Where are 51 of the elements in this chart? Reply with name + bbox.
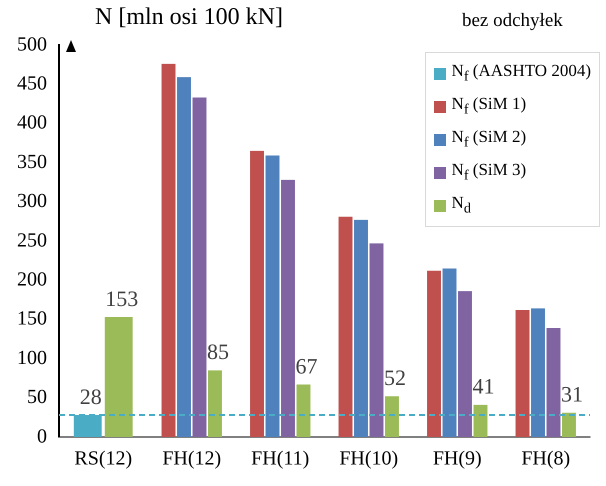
y-tick-label: 450 bbox=[17, 72, 47, 94]
y-tick-label: 150 bbox=[17, 308, 47, 330]
x-tick-label: FH(8) bbox=[521, 447, 570, 470]
bar bbox=[370, 243, 384, 437]
bar bbox=[250, 150, 264, 437]
legend-label: N$_{d}$ bbox=[452, 193, 471, 218]
y-tick-label: 500 bbox=[17, 33, 47, 56]
text: bez odchyłek bbox=[462, 10, 563, 32]
bar bbox=[531, 308, 545, 437]
x-tick-label: FH(12) bbox=[162, 447, 222, 470]
bar bbox=[385, 396, 399, 437]
x-tick-label: FH(9) bbox=[432, 447, 482, 470]
chart-title: N [mln osi 100 kN] bbox=[95, 4, 283, 31]
data-label: 41 bbox=[472, 374, 494, 399]
bar bbox=[516, 310, 530, 437]
legend-label: N$_{f}$ (SiM 3) bbox=[452, 160, 526, 185]
bar bbox=[208, 370, 222, 437]
y-tick-label: 400 bbox=[17, 112, 47, 134]
y-tick-label: 0 bbox=[37, 425, 47, 448]
y-tick-label: 350 bbox=[17, 150, 47, 173]
bar bbox=[177, 77, 191, 437]
y-tick-label: 50 bbox=[27, 386, 47, 408]
bar bbox=[354, 220, 368, 437]
bar bbox=[266, 156, 280, 437]
bar bbox=[281, 180, 295, 437]
data-label: 52 bbox=[384, 365, 406, 390]
bar bbox=[296, 384, 310, 437]
y-tick-label: 200 bbox=[17, 268, 47, 290]
y-tick-label: 100 bbox=[17, 346, 47, 369]
data-label: 31 bbox=[560, 381, 583, 406]
y-tick-label: 250 bbox=[17, 229, 47, 252]
bar bbox=[192, 98, 206, 437]
data-label: 153 bbox=[105, 286, 138, 311]
bar bbox=[458, 291, 472, 437]
data-label: 28 bbox=[80, 384, 102, 409]
bar bbox=[427, 270, 441, 437]
legend-label: N$_{f}$ (SiM 2) bbox=[452, 127, 526, 152]
data-label: 67 bbox=[295, 353, 318, 378]
y-tick-label: 300 bbox=[17, 190, 47, 212]
bar bbox=[162, 64, 176, 437]
bar bbox=[338, 216, 352, 437]
bar bbox=[442, 268, 456, 437]
bar bbox=[562, 412, 576, 437]
bar bbox=[546, 328, 560, 437]
legend-label: N$_{f}$ (AASHTO 2004) bbox=[452, 61, 591, 86]
x-tick-label: RS(12) bbox=[74, 447, 132, 470]
data-label: 85 bbox=[206, 339, 229, 364]
x-tick-label: FH(11) bbox=[251, 447, 310, 470]
legend-label: N$_{f}$ (SiM 1) bbox=[452, 94, 526, 119]
x-tick-label: FH(10) bbox=[339, 447, 398, 470]
bar bbox=[474, 404, 488, 437]
